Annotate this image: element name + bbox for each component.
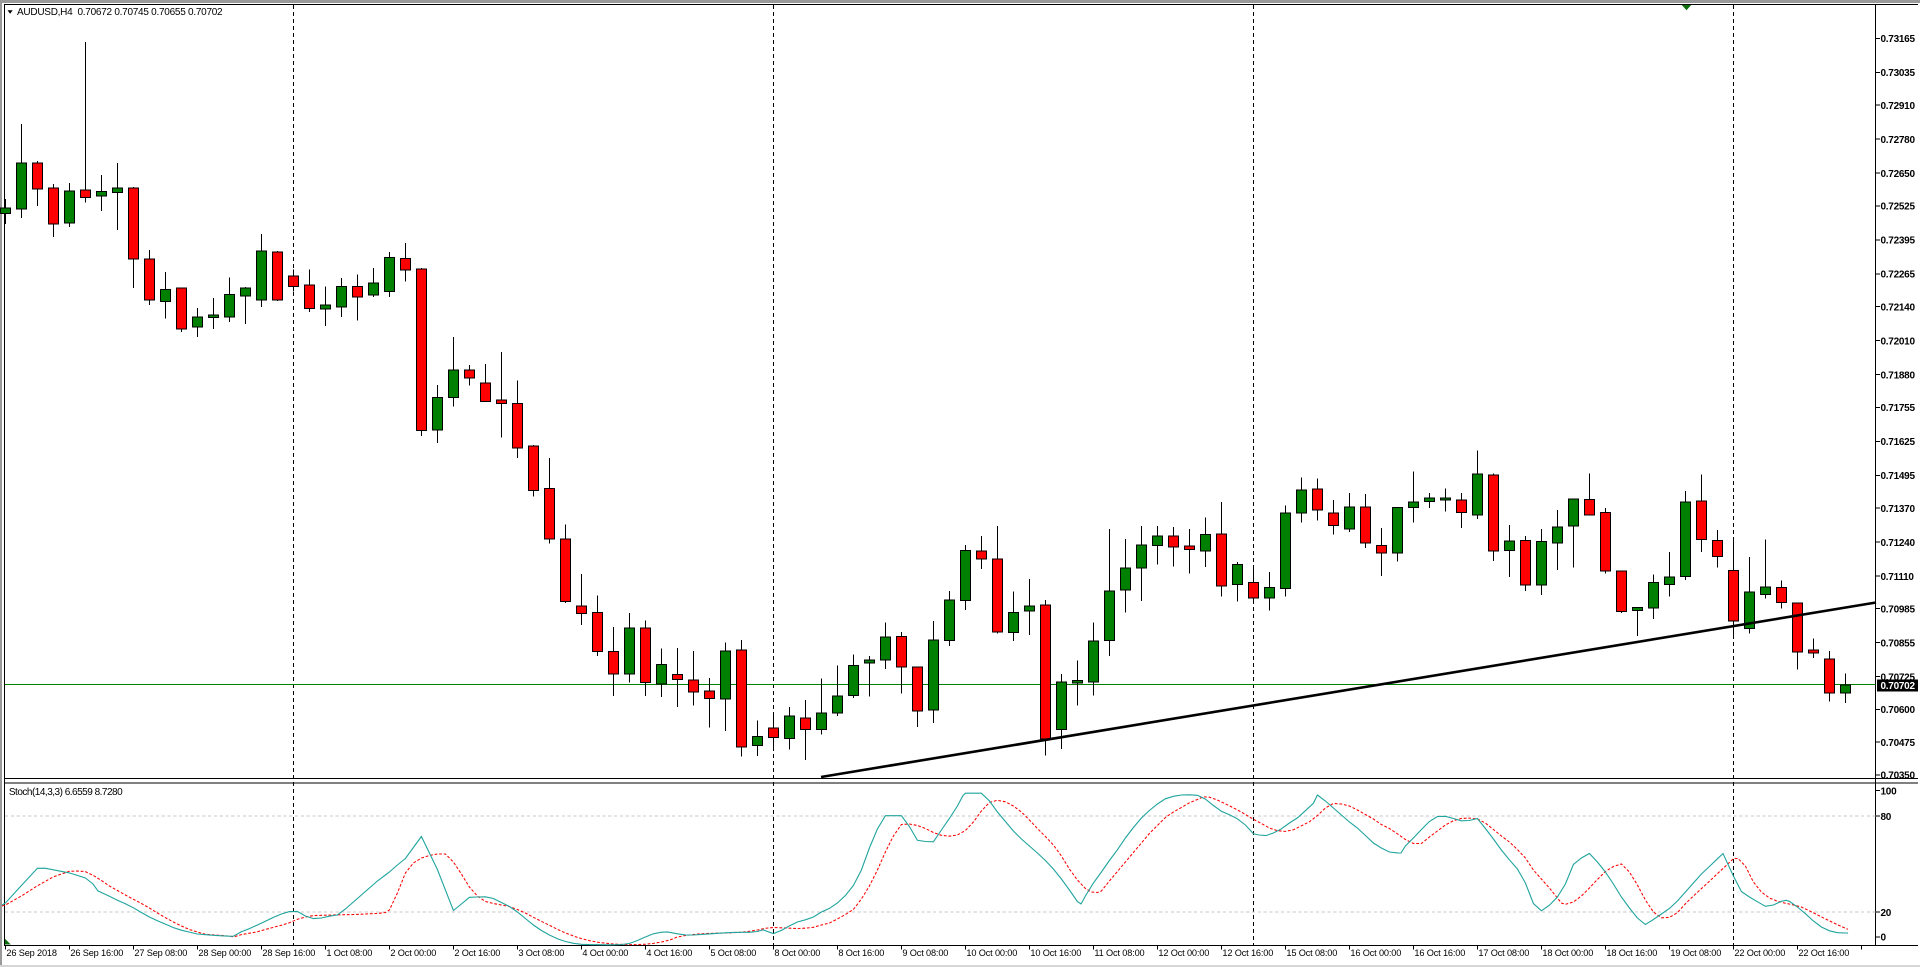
svg-text:1 Oct 08:00: 1 Oct 08:00: [326, 948, 372, 958]
svg-text:0.70725: 0.70725: [1881, 673, 1916, 684]
svg-text:100: 100: [1881, 786, 1898, 797]
svg-text:Stoch(14,3,3) 6.6559 8.7280: Stoch(14,3,3) 6.6559 8.7280: [9, 787, 123, 798]
svg-text:0: 0: [1881, 933, 1887, 944]
svg-text:0.70702: 0.70702: [1881, 681, 1916, 692]
svg-text:0.71880: 0.71880: [1881, 370, 1916, 381]
svg-text:20: 20: [1881, 908, 1892, 919]
svg-text:28 Sep 16:00: 28 Sep 16:00: [262, 948, 315, 958]
svg-text:27 Sep 08:00: 27 Sep 08:00: [134, 948, 187, 958]
svg-text:4 Oct 00:00: 4 Oct 00:00: [582, 948, 628, 958]
svg-text:0.72010: 0.72010: [1881, 336, 1916, 347]
svg-text:5 Oct 08:00: 5 Oct 08:00: [710, 948, 756, 958]
svg-text:12 Oct 00:00: 12 Oct 00:00: [1158, 948, 1209, 958]
svg-text:0.72780: 0.72780: [1881, 135, 1916, 146]
svg-text:0.70350: 0.70350: [1881, 771, 1916, 782]
svg-text:2 Oct 16:00: 2 Oct 16:00: [454, 948, 500, 958]
svg-text:0.73035: 0.73035: [1881, 68, 1916, 79]
svg-text:AUDUSD,H4 0.70672 0.70745 0.7: AUDUSD,H4 0.70672 0.70745 0.70655 0.7070…: [17, 7, 223, 18]
svg-text:10 Oct 00:00: 10 Oct 00:00: [966, 948, 1017, 958]
svg-text:15 Oct 08:00: 15 Oct 08:00: [1286, 948, 1337, 958]
svg-text:22 Oct 00:00: 22 Oct 00:00: [1734, 948, 1785, 958]
svg-text:26 Sep 16:00: 26 Sep 16:00: [70, 948, 123, 958]
svg-text:19 Oct 08:00: 19 Oct 08:00: [1670, 948, 1721, 958]
svg-text:11 Oct 08:00: 11 Oct 08:00: [1094, 948, 1144, 958]
svg-text:0.71110: 0.71110: [1881, 572, 1915, 583]
svg-text:0.72395: 0.72395: [1881, 236, 1916, 247]
svg-text:0.72265: 0.72265: [1881, 270, 1916, 281]
svg-text:0.72910: 0.72910: [1881, 101, 1916, 112]
svg-text:0.71625: 0.71625: [1881, 437, 1916, 448]
svg-text:0.71240: 0.71240: [1881, 538, 1916, 549]
svg-text:0.72140: 0.72140: [1881, 302, 1916, 313]
svg-text:9 Oct 08:00: 9 Oct 08:00: [902, 948, 948, 958]
svg-text:8 Oct 16:00: 8 Oct 16:00: [838, 948, 884, 958]
svg-text:0.72650: 0.72650: [1881, 169, 1916, 180]
svg-text:26 Sep 2018: 26 Sep 2018: [6, 948, 57, 958]
svg-text:0.71370: 0.71370: [1881, 504, 1916, 515]
svg-text:0.70985: 0.70985: [1881, 605, 1916, 616]
svg-text:12 Oct 16:00: 12 Oct 16:00: [1222, 948, 1273, 958]
svg-text:0.71495: 0.71495: [1881, 471, 1916, 482]
svg-text:22 Oct 16:00: 22 Oct 16:00: [1798, 948, 1849, 958]
svg-text:28 Sep 00:00: 28 Sep 00:00: [198, 948, 251, 958]
svg-text:8 Oct 00:00: 8 Oct 00:00: [774, 948, 820, 958]
svg-text:80: 80: [1881, 812, 1892, 823]
svg-text:0.70475: 0.70475: [1881, 738, 1916, 749]
svg-text:17 Oct 08:00: 17 Oct 08:00: [1478, 948, 1529, 958]
svg-text:0.71755: 0.71755: [1881, 403, 1916, 414]
svg-text:4 Oct 16:00: 4 Oct 16:00: [646, 948, 692, 958]
svg-text:0.70855: 0.70855: [1881, 639, 1916, 650]
svg-text:0.72525: 0.72525: [1881, 202, 1916, 213]
svg-text:10 Oct 16:00: 10 Oct 16:00: [1030, 948, 1081, 958]
svg-text:0.73165: 0.73165: [1881, 34, 1916, 45]
svg-text:18 Oct 16:00: 18 Oct 16:00: [1606, 948, 1657, 958]
svg-text:0.70600: 0.70600: [1881, 705, 1916, 716]
svg-text:16 Oct 16:00: 16 Oct 16:00: [1414, 948, 1465, 958]
svg-text:16 Oct 00:00: 16 Oct 00:00: [1350, 948, 1401, 958]
svg-text:18 Oct 00:00: 18 Oct 00:00: [1542, 948, 1593, 958]
svg-text:3 Oct 08:00: 3 Oct 08:00: [518, 948, 564, 958]
svg-text:2 Oct 00:00: 2 Oct 00:00: [390, 948, 436, 958]
